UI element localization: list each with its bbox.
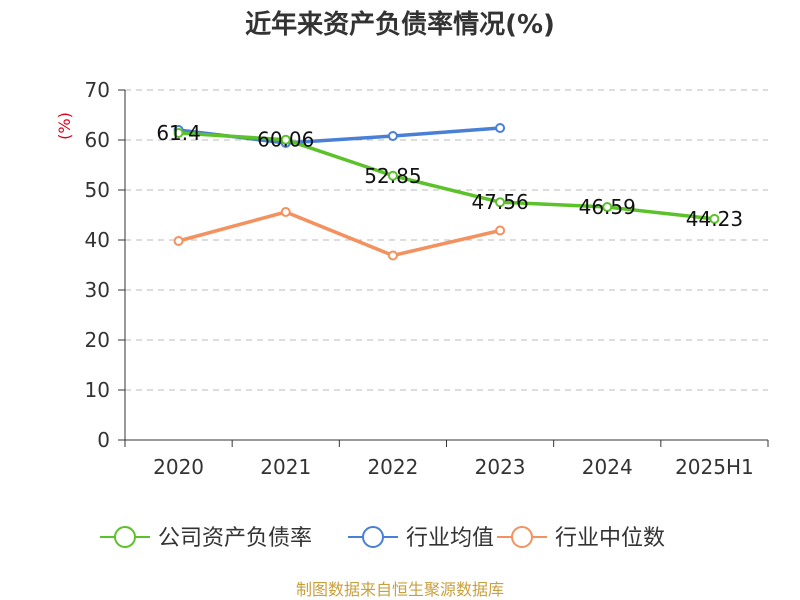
y-tick-label: 40 (85, 228, 110, 252)
x-tick-label: 2020 (153, 455, 204, 479)
data-label: 46.59 (579, 195, 636, 219)
legend-item[interactable]: 行业中位数 (497, 526, 665, 551)
y-tick-label: 10 (85, 378, 110, 402)
y-tick-label: 50 (85, 178, 110, 202)
legend[interactable]: 公司资产负债率 行业均值 行业中位数 (100, 526, 665, 551)
y-tick-label: 70 (85, 78, 110, 102)
legend-marker (114, 526, 136, 548)
data-label: 44.23 (686, 207, 743, 231)
data-point (387, 170, 398, 181)
data-point (173, 128, 184, 138)
x-tick-labels: 2020 2021 2022 2023 2024 2025H1 (153, 455, 754, 479)
data-point (280, 134, 291, 145)
chart-title: 近年来资产负债率情况(%) (245, 9, 555, 40)
legend-marker (362, 526, 384, 548)
y-tick-label: 20 (85, 328, 110, 352)
x-tick-label: 2024 (582, 455, 633, 479)
data-point (495, 225, 506, 236)
data-labels: 61.4 60.06 52.85 47.56 46.59 44.23 (156, 121, 743, 231)
axes (118, 89, 769, 447)
data-point (173, 236, 184, 246)
data-point (495, 197, 506, 208)
data-label: 52.85 (364, 164, 421, 188)
series-line (176, 210, 502, 258)
data-label: 61.4 (156, 121, 201, 145)
legend-marker (511, 526, 533, 548)
legend-item[interactable]: 公司资产负债率 (100, 526, 312, 551)
data-point (387, 131, 398, 141)
data-point (280, 207, 291, 217)
y-tick-label: 0 (97, 428, 110, 452)
data-label: 47.56 (471, 190, 528, 214)
data-point (495, 123, 506, 133)
source-note: 制图数据来自恒生聚源数据库 (296, 580, 504, 599)
x-tick-label: 2025H1 (675, 455, 754, 479)
data-point (602, 202, 613, 213)
legend-label: 公司资产负债率 (158, 526, 312, 551)
y-tick-labels: 0 10 20 30 40 50 60 70 (85, 78, 110, 452)
y-tick-label: 60 (85, 128, 110, 152)
legend-label: 行业均值 (406, 526, 494, 551)
y-tick-label: 30 (85, 278, 110, 302)
x-tick-label: 2022 (367, 455, 418, 479)
x-tick-label: 2021 (260, 455, 311, 479)
y-axis-unit: (%) (55, 112, 74, 140)
data-point (387, 250, 398, 261)
data-point (709, 213, 720, 224)
legend-label: 行业中位数 (555, 526, 665, 551)
series-group (173, 123, 720, 261)
legend-item[interactable]: 行业均值 (348, 526, 494, 551)
series-line (176, 131, 717, 221)
x-tick-label: 2023 (475, 455, 526, 479)
data-label: 60.06 (257, 128, 314, 152)
